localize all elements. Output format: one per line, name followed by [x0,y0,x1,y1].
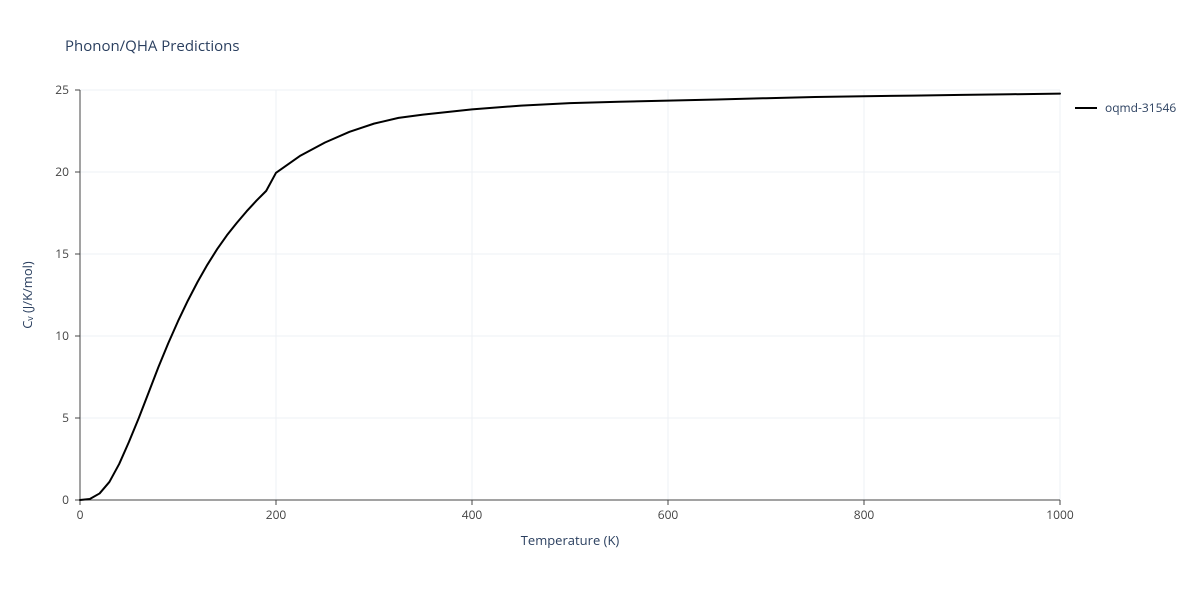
legend-label: oqmd-31546 [1105,99,1176,116]
x-axis-title: Temperature (K) [521,531,620,549]
line-chart: 0 200 400 600 800 1000 0 5 10 15 20 25 Temperature (… [0,0,1200,600]
x-tick-label: 400 [462,506,483,523]
x-tick-label: 800 [854,506,875,523]
x-tick-label: 600 [658,506,679,523]
x-tick-label: 1000 [1046,506,1074,523]
y-tick-label: 20 [55,163,69,180]
y-tick-label: 5 [62,409,69,426]
y-tick-label: 0 [62,491,69,508]
y-tick-label: 25 [55,81,69,98]
y-tick-label: 15 [55,245,69,262]
y-tick-label: 10 [55,327,69,344]
x-tick-label: 0 [77,506,84,523]
x-tick-label: 200 [266,506,287,523]
y-axis-title: Cᵥ (J/K/mol) [18,261,36,329]
chart-title: Phonon/QHA Predictions [65,36,240,56]
